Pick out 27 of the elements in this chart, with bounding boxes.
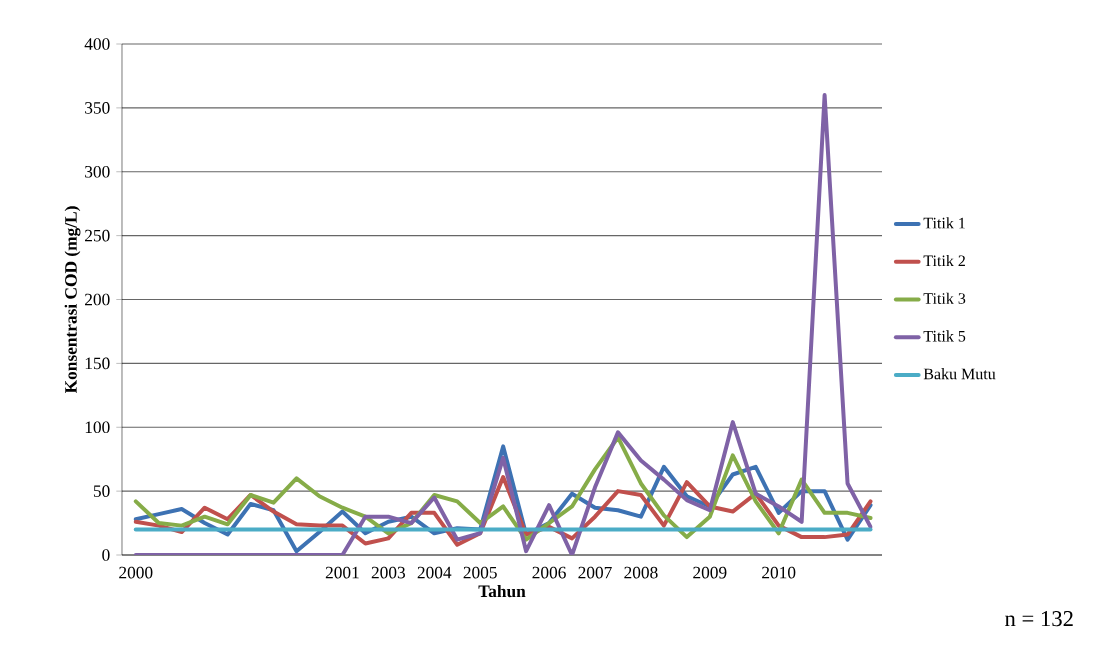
legend-label: Titik 2 [923, 254, 965, 267]
x-tick-label: 2001 [325, 566, 359, 579]
x-tick-label: 2008 [624, 566, 658, 579]
y-tick-label: 300 [85, 165, 110, 178]
y-tick-label: 250 [85, 229, 110, 242]
x-axis-title: Tahun [478, 584, 526, 598]
y-tick-label: 400 [84, 38, 110, 50]
y-tick-label: 100 [85, 421, 110, 434]
y-tick-label: 0 [102, 549, 110, 561]
legend-label: Baku Mutu [923, 368, 996, 380]
legend-label: Titik 1 [923, 217, 965, 229]
x-tick-label: 2000 [119, 566, 153, 579]
y-tick-label: 200 [85, 293, 110, 306]
x-tick-label: 2004 [417, 566, 452, 579]
x-tick-label: 2010 [762, 566, 796, 579]
y-axis-title: Konsentrasi COD (mg/L) [64, 206, 81, 394]
x-tick-label: 2007 [578, 566, 612, 579]
legend-label: Titik 3 [923, 292, 966, 304]
y-tick-label: 50 [93, 485, 110, 497]
x-tick-label: 2006 [532, 566, 566, 579]
text: n = 132 [1005, 611, 1073, 627]
y-tick-label: 150 [85, 357, 110, 370]
legend-label: Titik 5 [923, 330, 966, 342]
y-tick-label: 350 [85, 102, 110, 114]
x-tick-label: 2005 [463, 566, 497, 579]
x-tick-label: 2003 [371, 566, 405, 579]
x-tick-label: 2009 [693, 566, 727, 579]
